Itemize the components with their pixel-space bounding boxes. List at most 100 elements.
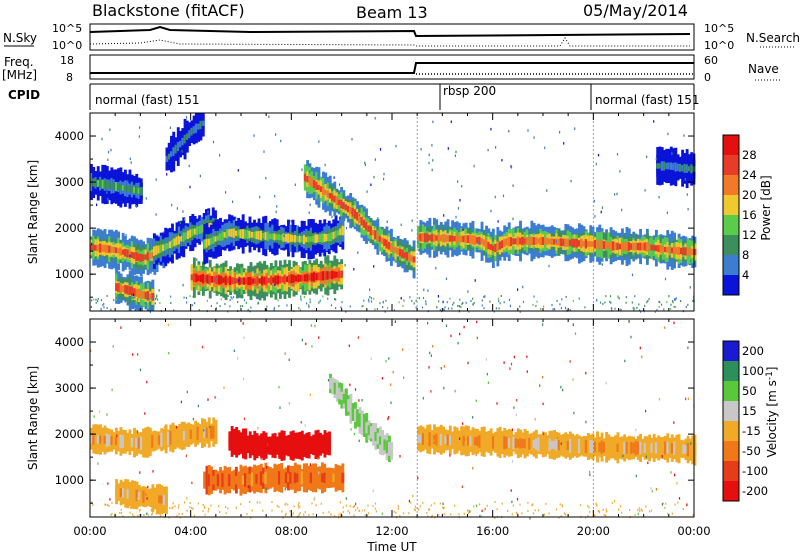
velocity-noise — [574, 332, 577, 335]
power-cell — [249, 276, 253, 286]
velocity-noise — [421, 432, 423, 436]
velocity-speckle — [428, 508, 430, 511]
power-noise — [602, 231, 604, 235]
power-noise — [559, 131, 561, 134]
velocity-speckle — [202, 504, 204, 506]
power-cell — [658, 163, 662, 169]
velocity-speckle — [312, 513, 314, 516]
velocity-cell — [607, 442, 611, 452]
velocity-speckle — [207, 510, 209, 513]
power-cell — [660, 161, 664, 171]
y-tick-label: 4000 — [55, 335, 84, 349]
velocity-cell — [621, 441, 624, 454]
power-cell — [679, 247, 683, 255]
velocity-noise — [284, 488, 286, 491]
velocity-noise — [146, 380, 148, 384]
velocity-speckle — [479, 503, 481, 506]
velocity-noise — [556, 436, 559, 440]
velocity-cell — [228, 474, 232, 487]
power-speckle — [335, 298, 337, 301]
velocity-noise — [515, 413, 517, 417]
power-cell — [632, 242, 636, 251]
power-cell — [417, 234, 421, 240]
power-speckle — [569, 309, 571, 311]
velocity-speckle — [467, 509, 469, 512]
power-speckle — [618, 297, 620, 300]
power-speckle — [106, 294, 108, 297]
power-cell — [185, 133, 189, 140]
velocity-speckle — [649, 510, 651, 513]
power-speckle — [658, 305, 660, 308]
power-cell — [571, 238, 575, 248]
power-noise — [374, 117, 376, 120]
velocity-noise — [186, 390, 188, 394]
power-cell — [257, 231, 261, 240]
velocity-noise — [670, 471, 672, 474]
velocity-cell — [505, 436, 509, 449]
power-cell — [200, 224, 204, 234]
velocity-speckle — [105, 503, 107, 506]
power-noise — [382, 300, 384, 304]
power-noise — [572, 245, 574, 248]
power-speckle — [460, 305, 462, 308]
power-noise — [425, 302, 427, 306]
power-speckle — [632, 306, 634, 309]
power-cell — [437, 235, 441, 241]
velocity-noise — [676, 482, 678, 485]
power-noise — [353, 268, 355, 271]
power-cell — [664, 246, 667, 253]
velocity-cell — [430, 434, 434, 445]
power-speckle — [361, 305, 363, 308]
power-noise — [148, 298, 150, 301]
velocity-cell — [287, 473, 290, 483]
velocity-colorbar-segment — [723, 421, 739, 442]
velocity-noise — [168, 351, 170, 355]
power-noise — [581, 224, 583, 228]
velocity-speckle — [375, 510, 377, 513]
power-cell — [212, 236, 216, 244]
velocity-noise — [372, 489, 374, 493]
velocity-noise — [661, 455, 663, 458]
velocity-cell — [169, 430, 173, 446]
power-speckle — [368, 300, 370, 303]
power-speckle — [411, 299, 413, 302]
velocity-cell — [491, 435, 495, 449]
power-cell — [117, 183, 121, 191]
power-cell — [494, 243, 498, 253]
power-cell — [112, 246, 116, 253]
power-cell — [489, 244, 493, 250]
velocity-speckle — [367, 512, 370, 515]
velocity-cell — [541, 439, 545, 450]
velocity-cell — [675, 443, 679, 454]
power-cell — [92, 244, 96, 252]
velocity-speckle — [107, 504, 109, 506]
power-cell — [114, 182, 118, 192]
velocity-noise — [459, 332, 461, 336]
velocity-noise — [430, 354, 432, 357]
power-cell — [396, 247, 400, 256]
velocity-cell — [679, 442, 683, 456]
velocity-noise — [613, 499, 616, 503]
power-speckle — [385, 299, 387, 302]
velocity-speckle — [638, 507, 640, 510]
velocity-cell — [153, 492, 157, 505]
power-speckle — [220, 298, 222, 301]
velocity-speckle — [372, 505, 374, 508]
power-cell — [473, 235, 477, 245]
power-cell — [385, 239, 389, 249]
velocity-noise — [387, 417, 389, 421]
velocity-cell — [277, 471, 281, 485]
velocity-speckle — [208, 507, 210, 510]
velocity-speckle — [189, 506, 191, 509]
power-cell — [272, 277, 276, 283]
velocity-noise — [137, 430, 139, 434]
power-cell — [403, 252, 407, 258]
power-noise — [450, 120, 452, 123]
power-speckle — [159, 301, 161, 304]
power-cell — [197, 123, 201, 130]
power-cell — [387, 241, 391, 250]
power-noise — [219, 154, 221, 157]
velocity-cell — [321, 473, 324, 483]
velocity-speckle — [494, 501, 496, 503]
